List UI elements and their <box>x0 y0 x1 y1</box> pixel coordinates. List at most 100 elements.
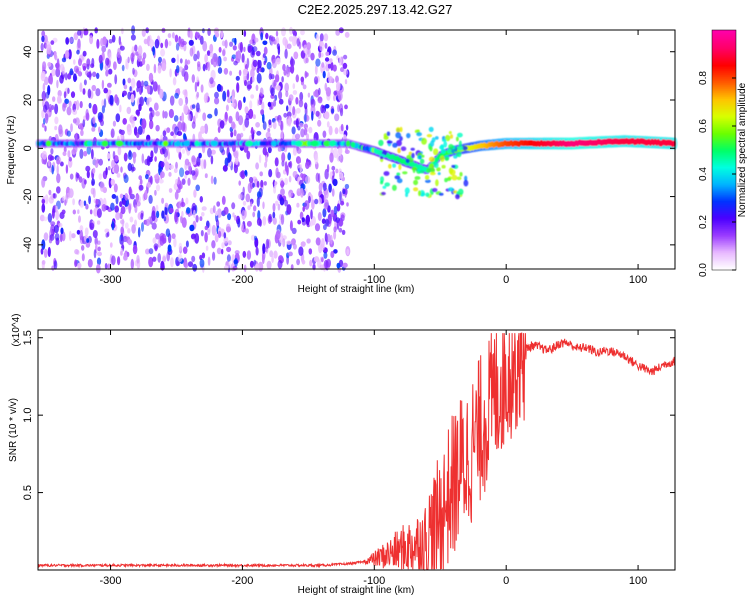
heatmap-cell <box>321 218 326 224</box>
turbulence-cell <box>421 137 427 145</box>
turbulence-cell <box>392 142 398 148</box>
heatmap-cell <box>107 231 110 237</box>
heatmap-cell <box>305 57 309 64</box>
heatmap-cell <box>168 188 173 193</box>
turbulence-cell <box>448 187 454 192</box>
heatmap-cell <box>41 177 46 188</box>
heatmap-cell <box>276 43 280 50</box>
turbulence-cell <box>439 145 444 150</box>
heatmap-cell <box>191 104 196 109</box>
heatmap-cell <box>86 58 91 67</box>
colorbar-swatch <box>712 52 736 55</box>
heatmap-cell <box>118 35 122 46</box>
snr-frame <box>37 329 676 571</box>
heatmap-cell <box>281 152 286 163</box>
heatmap-cell <box>88 102 92 109</box>
heatmap-cell <box>267 101 272 107</box>
colorbar-swatch <box>712 202 736 205</box>
turbulence-cell <box>430 140 435 147</box>
heatmap-cell <box>183 103 189 115</box>
heatmap-cell <box>250 68 255 79</box>
y-tick-label: 40 <box>22 46 34 58</box>
heatmap-cell <box>288 175 292 183</box>
heatmap-cell <box>235 111 240 122</box>
heatmap-cell <box>48 189 52 196</box>
snr-panel: -300 -200 -100 0 100 0.5 1.0 1.5 Height of str… <box>8 313 676 596</box>
heatmap-cell <box>56 79 59 89</box>
colorbar-swatch <box>712 118 736 121</box>
colorbar-swatch <box>712 152 736 155</box>
heatmap-cell <box>182 89 188 96</box>
heatmap-cell <box>263 60 266 66</box>
colorbar-swatch <box>712 148 736 151</box>
heatmap-cell <box>329 152 334 163</box>
heatmap-cell <box>275 30 279 37</box>
heatmap-cell <box>229 41 234 47</box>
ridge-hotspot <box>162 140 169 147</box>
heatmap-cell <box>76 172 80 179</box>
heatmap-cell <box>64 98 70 105</box>
heatmap-cell <box>62 196 65 202</box>
heatmap-cell <box>324 189 329 199</box>
heatmap-cell <box>137 227 141 238</box>
heatmap-cell <box>224 157 229 168</box>
heatmap-cell <box>207 256 211 266</box>
heatmap-cell <box>307 92 311 98</box>
heatmap-cell <box>286 204 292 215</box>
heatmap-cell <box>116 173 121 178</box>
colorbar-swatch <box>712 214 736 217</box>
turbulence-cell <box>435 179 439 187</box>
heatmap-cell <box>196 102 200 113</box>
colorbar-swatch <box>712 220 736 223</box>
heatmap-cell <box>277 259 283 269</box>
heatmap-cell <box>76 229 81 235</box>
heatmap-cell <box>218 46 222 53</box>
heatmap-cell <box>214 97 220 105</box>
heatmap-cell <box>336 81 341 92</box>
heatmap-cell <box>271 58 277 69</box>
heatmap-cell <box>191 255 196 263</box>
heatmap-cell <box>54 103 59 115</box>
heatmap-cell <box>190 30 193 40</box>
heatmap-cell <box>302 84 307 90</box>
heatmap-cell <box>85 241 91 248</box>
heatmap-cell <box>207 147 212 158</box>
heatmap-cell <box>196 156 201 167</box>
turbulence-cell <box>448 131 452 135</box>
heatmap-cell <box>255 84 259 92</box>
turbulence-cell <box>418 190 421 197</box>
heatmap-cell <box>127 127 132 136</box>
y-tick-label: -40 <box>22 237 34 253</box>
heatmap-cell <box>123 84 128 90</box>
heatmap-cell <box>48 237 53 244</box>
heatmap-cell <box>324 111 330 120</box>
heatmap-cell <box>330 234 333 245</box>
heatmap-cell <box>233 129 237 137</box>
heatmap-cell <box>76 49 80 55</box>
heatmap-cell <box>91 84 97 92</box>
heatmap-cell <box>160 134 163 140</box>
heatmap-cell <box>104 263 108 270</box>
heatmap-cell <box>345 147 348 154</box>
heatmap-cell <box>43 104 48 113</box>
heatmap-cell <box>54 233 60 241</box>
heatmap-cell <box>85 108 89 120</box>
turbulence-cell <box>425 192 430 197</box>
heatmap-cell <box>272 217 277 225</box>
heatmap-cell <box>97 111 103 121</box>
heatmap-cell <box>256 217 262 226</box>
heatmap-cell <box>60 227 64 235</box>
heatmap-cell <box>296 147 302 154</box>
heatmap-cell <box>189 47 194 57</box>
turbulence-cell <box>402 171 408 175</box>
heatmap-cell <box>68 156 73 162</box>
colorbar-swatch <box>712 58 736 61</box>
y-tick-label: 0 <box>22 145 34 151</box>
heatmap-cell <box>160 161 165 168</box>
heatmap-cell <box>231 202 236 210</box>
heatmap-cell <box>71 233 76 239</box>
turbulence-cell <box>447 148 452 154</box>
heatmap-cell <box>256 130 262 136</box>
heatmap-cell <box>299 211 304 220</box>
heatmap-cell <box>77 209 80 214</box>
